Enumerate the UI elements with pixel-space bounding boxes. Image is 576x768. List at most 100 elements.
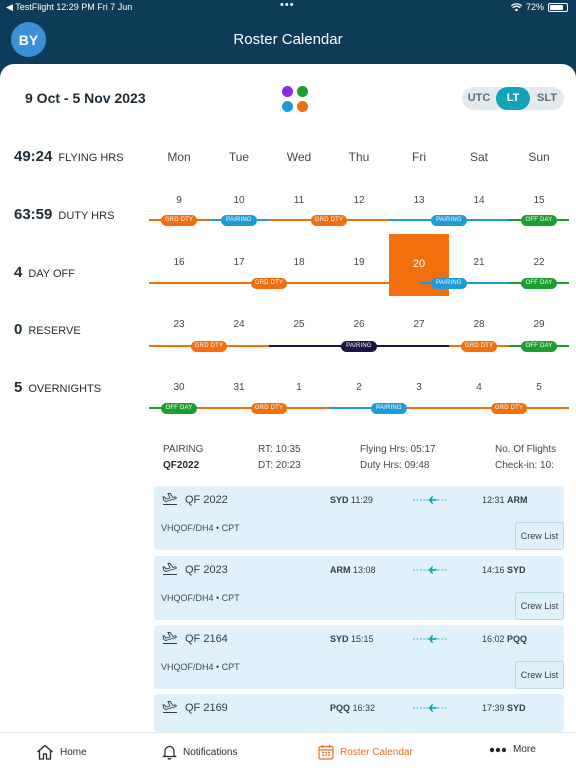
flight-card[interactable]: QF 2022 SYD 11:29 12:31 ARM VHQOF/DH4 • CPT…: [154, 486, 564, 550]
duty-pill-pairing[interactable]: PAIRING: [221, 214, 257, 226]
duty-pill-pairing[interactable]: PAIRING: [371, 402, 407, 414]
calendar-day[interactable]: 31: [233, 382, 245, 393]
calendar-day[interactable]: 18: [293, 257, 305, 268]
calendar-day[interactable]: 23: [173, 319, 185, 330]
calendar-day[interactable]: 27: [413, 319, 425, 330]
departure-plane-icon: [162, 632, 177, 644]
duty-pill-grd-dty[interactable]: GRD DTY: [251, 277, 287, 289]
calendar-day[interactable]: 30: [173, 382, 185, 393]
calendar-day[interactable]: 12: [353, 195, 365, 206]
status-left: ◀ TestFlight 12:29 PM Fri 7 Jun: [6, 2, 133, 12]
arrival-code: PQQ: [507, 634, 528, 644]
pairing-rt: RT: 10:35: [258, 444, 301, 455]
multitask-dots[interactable]: •••: [280, 0, 295, 11]
calendar-day[interactable]: 15: [533, 195, 545, 206]
calendar-day[interactable]: 10: [233, 195, 245, 206]
stat-label: RESERVE: [28, 325, 81, 337]
arrival-code: ARM: [507, 495, 528, 505]
arrival-code: SYD: [507, 565, 526, 575]
flight-card[interactable]: QF 2023 ARM 13:08 14:16 SYD VHQOF/DH4 • CPT…: [154, 556, 564, 620]
duty-pill-grd-dty[interactable]: GRD DTY: [191, 340, 227, 352]
weekday-sat: Sat: [469, 150, 488, 164]
calendar-day[interactable]: 1: [296, 382, 302, 393]
timezone-option-slt[interactable]: SLT: [537, 92, 557, 104]
duty-pill-pairing-dark[interactable]: PAIRING: [341, 340, 377, 352]
timezone-option-lt[interactable]: LT: [496, 87, 530, 110]
duty-pill-pairing[interactable]: PAIRING: [431, 277, 467, 289]
calendar-day[interactable]: 3: [416, 382, 422, 393]
stat-flying-hrs: 49:24 FLYING HRS: [14, 148, 124, 165]
calendar-day[interactable]: 24: [233, 319, 245, 330]
tab-more-label: More: [513, 744, 536, 755]
calendar-day[interactable]: 16: [173, 257, 185, 268]
calendar-day[interactable]: 20: [412, 258, 426, 270]
crew-list-button[interactable]: Crew List: [515, 661, 564, 689]
arrival: 14:16 SYD: [482, 565, 526, 575]
calendar-day[interactable]: 9: [176, 195, 182, 206]
departure-plane-icon: [162, 701, 177, 713]
pairing-info-col4: No. Of Flights Check-in: 10:: [495, 442, 576, 474]
pairing-code: QF2022: [163, 460, 200, 471]
crew-list-button[interactable]: Crew List: [515, 592, 564, 620]
stat-label: OVERNIGHTS: [28, 383, 102, 395]
timezone-option-utc[interactable]: UTC: [467, 92, 491, 104]
departure-time: 13:08: [353, 565, 376, 575]
flight-card[interactable]: QF 2164 SYD 15:15 16:02 PQQ VHQOF/DH4 • CPT…: [154, 625, 564, 689]
tab-home[interactable]: Home: [36, 744, 87, 760]
calendar-day[interactable]: 26: [353, 319, 365, 330]
tab-home-label: Home: [60, 746, 87, 758]
flight-card[interactable]: QF 2169 PQQ 16:32 17:39 SYD: [154, 694, 564, 732]
tab-notifications[interactable]: Notifications: [162, 744, 237, 760]
calendar-day[interactable]: 11: [293, 195, 305, 206]
more-icon: [489, 747, 507, 752]
flight-path-icon: [413, 566, 448, 574]
duty-pill-off-day[interactable]: OFF DAY: [161, 402, 197, 414]
departure-code: SYD: [330, 634, 349, 644]
calendar-day[interactable]: 17: [233, 257, 245, 268]
calendar-day[interactable]: 21: [473, 257, 485, 268]
duty-pill-grd-dty[interactable]: GRD DTY: [311, 214, 347, 226]
tab-notifications-label: Notifications: [183, 746, 238, 758]
calendar-day[interactable]: 13: [413, 195, 425, 206]
calendar-day[interactable]: 2: [356, 382, 362, 393]
stat-value: 49:24: [14, 148, 53, 165]
duty-pill-pairing[interactable]: PAIRING: [431, 214, 467, 226]
departure: ARM 13:08: [330, 565, 376, 575]
calendar-icon: [318, 745, 334, 760]
stat-reserve: 0 RESERVE: [14, 321, 81, 338]
color-dot: [282, 101, 293, 112]
flight-path-icon: [413, 635, 448, 643]
color-dots-icon[interactable]: [282, 86, 308, 112]
calendar-day[interactable]: 29: [533, 319, 545, 330]
duty-pill-off-day[interactable]: OFF DAY: [521, 340, 557, 352]
arrival-time: 14:16: [482, 565, 505, 575]
stat-value: 63:59: [14, 206, 53, 223]
duty-pill-off-day[interactable]: OFF DAY: [521, 277, 557, 289]
color-dot: [282, 86, 293, 97]
duty-pill-grd-dty[interactable]: GRD DTY: [251, 402, 287, 414]
duty-pill-off-day[interactable]: OFF DAY: [521, 214, 557, 226]
stat-label: DAY OFF: [28, 268, 75, 280]
pairing-label: PAIRING: [163, 444, 204, 455]
duty-pill-grd-dty[interactable]: GRD DTY: [461, 340, 497, 352]
calendar-day[interactable]: 22: [533, 257, 545, 268]
calendar-day[interactable]: 25: [293, 319, 305, 330]
calendar-day[interactable]: 14: [473, 195, 485, 206]
calendar-day[interactable]: 28: [473, 319, 485, 330]
roster-line-pairing: [329, 407, 389, 409]
calendar-day[interactable]: 4: [476, 382, 482, 393]
bell-icon: [162, 745, 177, 760]
flight-number: QF 2169: [185, 702, 228, 714]
calendar-day[interactable]: 19: [353, 257, 365, 268]
duty-pill-grd-dty[interactable]: GRD DTY: [161, 214, 197, 226]
battery-percent: 72%: [525, 2, 544, 12]
stat-duty-hrs: 63:59 DUTY HRS: [14, 206, 114, 223]
calendar-day[interactable]: 5: [536, 382, 542, 393]
duty-pill-grd-dty[interactable]: GRD DTY: [491, 402, 527, 414]
tab-more[interactable]: More: [489, 744, 536, 755]
departure: SYD 15:15: [330, 634, 374, 644]
tab-roster-calendar[interactable]: Roster Calendar: [318, 744, 413, 760]
battery-icon: [548, 2, 568, 12]
avatar[interactable]: BY: [11, 22, 46, 57]
crew-list-button[interactable]: Crew List: [515, 522, 564, 550]
